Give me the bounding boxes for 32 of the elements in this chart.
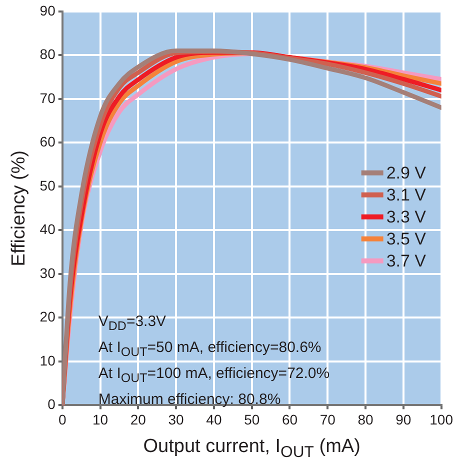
y-tick-label: 20 xyxy=(40,308,56,325)
x-axis-title: Output current, I$_{OUT}$ (mA) xyxy=(142,436,362,462)
annotation: Maximum efficiency: 80.8% xyxy=(98,390,282,410)
legend-label: 3.1 V xyxy=(386,186,427,205)
legend-label: 3.3 V xyxy=(386,208,427,227)
y-axis-title: Efficiency (%) xyxy=(8,150,30,266)
x-tick-label: 30 xyxy=(168,411,184,428)
y-tick-label: 60 xyxy=(40,134,56,150)
x-tick-label: 40 xyxy=(206,411,222,428)
x-tick-label: 70 xyxy=(320,411,336,428)
y-tick-label: 80 xyxy=(40,46,56,62)
x-tick-label: 0 xyxy=(58,411,66,428)
x-tick-label: 90 xyxy=(396,411,412,428)
y-tick-label: 90 xyxy=(40,2,56,18)
annotation: At I$_{OUT}$=50 mA, efficiency=80.6% xyxy=(98,338,322,362)
x-tick-label: 60 xyxy=(282,411,298,428)
x-tick-label: 80 xyxy=(358,411,374,428)
legend-label: 2.9 V xyxy=(386,164,427,183)
x-tick-label: 50 xyxy=(244,411,260,428)
y-tick-label: 0 xyxy=(48,396,56,412)
legend-label: 3.5 V xyxy=(386,230,427,249)
x-tick-label: 20 xyxy=(130,411,146,428)
y-tick-label: 70 xyxy=(40,90,56,106)
legend-label: 3.7 V xyxy=(386,252,427,271)
annotation: At I$_{OUT}$=100 mA, efficiency=72.0% xyxy=(98,364,330,388)
y-tick-label: 30 xyxy=(40,264,56,281)
x-tick-label: 100 xyxy=(430,411,454,428)
y-tick-label: 10 xyxy=(40,352,56,368)
annotation: V$_{DD}$=3.3V xyxy=(98,312,168,336)
y-tick-label: 50 xyxy=(40,177,56,194)
x-tick-label: 10 xyxy=(92,411,108,428)
y-tick-label: 40 xyxy=(40,221,56,238)
